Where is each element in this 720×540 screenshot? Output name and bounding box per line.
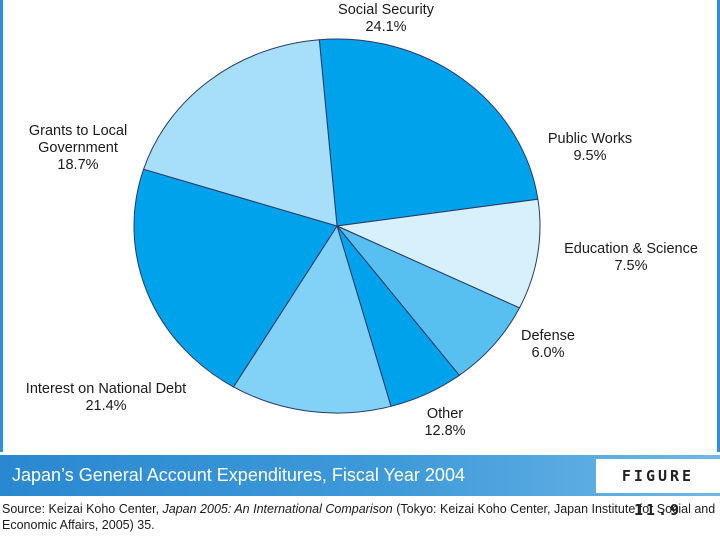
label-interest-debt: Interest on National Debt 21.4% (26, 381, 186, 415)
label-public-works: Public Works 9.5% (548, 131, 632, 165)
label-grants-local: Grants to Local Government 18.7% (29, 123, 127, 174)
label-grants-value: 18.7% (57, 157, 99, 173)
label-education-value: 7.5% (614, 258, 648, 274)
label-defense-value: 6.0% (531, 345, 565, 361)
label-defense-name: Defense (520, 328, 576, 344)
pie-slice-grants-to-local-government (142, 39, 338, 227)
pie-slice-education-science (336, 225, 521, 376)
label-grants-name-2: Government (38, 140, 118, 156)
pie-slice-interest-on-national-debt (133, 168, 338, 388)
label-education-name: Education & Science (564, 241, 698, 257)
label-public-works-value: 9.5% (573, 148, 607, 164)
label-defense: Defense 6.0% (521, 328, 575, 362)
pie-chart (133, 38, 541, 414)
chart-title: Japan’s General Account Expenditures, Fi… (12, 465, 465, 485)
figure-label: FIGURE 11.9 (596, 459, 720, 519)
label-education-science: Education & Science 7.5% (564, 241, 698, 275)
label-other: Other 12.8% (424, 406, 465, 440)
pie-slice-other (232, 224, 392, 414)
left-edge-stripe (0, 0, 3, 452)
pie-slice-public-works (335, 198, 541, 309)
pie-slice-social-security (318, 38, 539, 227)
label-other-name: Other (426, 406, 464, 422)
label-social-security-value: 24.1% (365, 19, 407, 35)
source-prefix: Source: Keizai Koho Center, (2, 502, 163, 516)
label-other-value: 12.8% (424, 423, 466, 439)
source-suffix: (Tokyo: Keizai Koho Center, Japan Instit… (2, 502, 716, 532)
label-interest-value: 21.4% (85, 398, 127, 414)
label-grants-name-1: Grants to Local (28, 123, 128, 139)
right-edge-stripe (717, 0, 720, 452)
label-public-works-name: Public Works (547, 131, 633, 147)
label-social-security: Social Security 24.1% (338, 2, 434, 36)
source-book-title: Japan 2005: An International Comparison (162, 502, 393, 516)
label-social-security-name: Social Security (338, 2, 434, 18)
title-banner: Japan’s General Account Expenditures, Fi… (0, 455, 720, 519)
label-interest-name: Interest on National Debt (25, 381, 187, 397)
source-note: Source: Keizai Koho Center, Japan 2005: … (2, 501, 718, 533)
